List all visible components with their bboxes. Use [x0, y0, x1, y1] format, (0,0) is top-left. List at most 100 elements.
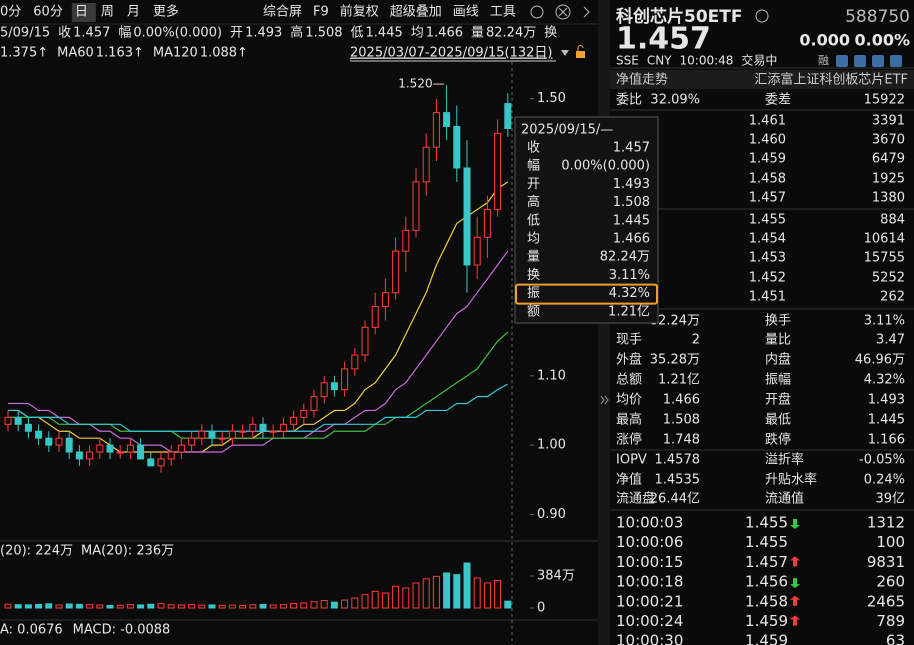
- book-volume: 5252: [872, 271, 905, 286]
- info-icon[interactable]: [755, 9, 769, 23]
- field-label: 净值: [616, 472, 642, 488]
- tool-button[interactable]: 画线: [453, 5, 479, 20]
- tool-button[interactable]: 综合屏: [263, 5, 302, 20]
- info-label: 收: [58, 26, 71, 41]
- range-label[interactable]: 2025/03/07-2025/09/15(132日): [350, 46, 553, 61]
- field-value: 1.466: [663, 393, 700, 408]
- settings-icon[interactable]: [530, 5, 544, 19]
- field-value: 1.748: [663, 433, 700, 448]
- candle-body: [198, 430, 206, 439]
- toolbar-icons: [530, 4, 590, 58]
- lock-icon[interactable]: [576, 51, 585, 58]
- volume-bar: [330, 601, 338, 609]
- tool-button[interactable]: 工具: [490, 5, 516, 20]
- field-value: 46.96万: [855, 353, 905, 368]
- candle-body: [24, 423, 32, 432]
- info-label: MA120: [153, 46, 198, 61]
- y-tick-label: 0: [537, 601, 545, 616]
- volume-bar: [24, 604, 32, 609]
- close-icon[interactable]: [555, 4, 571, 20]
- tooltip-label: 幅: [527, 159, 540, 174]
- candle-body: [341, 368, 349, 391]
- field-value: 26.44亿: [650, 492, 700, 507]
- quote-meta: 10:00:48: [680, 54, 734, 68]
- candle-body: [65, 437, 73, 453]
- volume-bar: [402, 587, 410, 609]
- field-value: 1.4535: [655, 473, 701, 488]
- candle-body: [75, 451, 83, 460]
- field-value: 1.493: [868, 393, 905, 408]
- tooltip-label: 低: [527, 213, 540, 228]
- tool-button[interactable]: 超级叠加: [390, 5, 442, 20]
- period-tab[interactable]: 更多: [153, 4, 179, 20]
- margin-badge: 融: [818, 54, 829, 67]
- tooltip-label: 开: [527, 177, 540, 192]
- volume-bar: [116, 604, 124, 609]
- field-label: 外盘: [616, 352, 642, 368]
- candle-body: [259, 423, 267, 432]
- collapse-icon[interactable]: [600, 395, 609, 405]
- candle-body: [494, 132, 502, 211]
- tooltip-label: 额: [527, 304, 540, 319]
- field-value: 0.24%: [864, 473, 905, 488]
- trade-price: 1.457: [745, 553, 788, 571]
- icon[interactable]: [854, 55, 866, 67]
- info-label: 换: [544, 26, 557, 41]
- period-tab[interactable]: 0分: [0, 5, 21, 20]
- field-value: 3.11%: [864, 314, 905, 329]
- field-value: 1.508: [663, 413, 700, 428]
- tooltip-value: 1.21亿: [608, 304, 650, 319]
- ma-line: [8, 181, 509, 453]
- volume-bar: [269, 604, 277, 609]
- y-tick-label: 1.50: [537, 91, 566, 106]
- info-label: 高: [290, 25, 303, 41]
- period-tab[interactable]: 周: [101, 5, 114, 20]
- trade-volume: 2465: [867, 592, 905, 610]
- icon[interactable]: [872, 55, 884, 67]
- candle-body: [55, 437, 63, 446]
- candle-body: [208, 430, 216, 439]
- icon[interactable]: [890, 55, 902, 67]
- tooltip-label: 换: [527, 268, 540, 283]
- range-dropdown[interactable]: [561, 50, 569, 56]
- tooltip-value: 1.457: [613, 141, 650, 156]
- volume-bar: [290, 602, 298, 609]
- info-value: 5/09/15: [0, 26, 50, 41]
- book-price: 1.455: [749, 213, 786, 228]
- volume-bar: [422, 578, 430, 609]
- field-label: 溢折率: [765, 452, 804, 468]
- field-label: 委比: [616, 93, 642, 108]
- book-price: 1.460: [749, 133, 786, 148]
- candle-body: [290, 416, 298, 425]
- quote-meta: CNY: [647, 54, 672, 68]
- candle-body: [106, 444, 114, 453]
- last-price: 1.457: [616, 22, 711, 57]
- nav-tab[interactable]: 净值走势: [616, 72, 668, 88]
- tooltip-label: 收: [527, 141, 540, 156]
- volume-bar: [96, 604, 104, 609]
- period-tab[interactable]: 60分: [33, 5, 63, 20]
- volume-bar: [157, 603, 165, 609]
- info-value: 1.445: [366, 26, 403, 41]
- period-tab[interactable]: 月: [127, 5, 140, 20]
- volume-bar: [65, 603, 73, 609]
- volume-bar: [381, 592, 389, 609]
- tooltip-label: 高: [527, 194, 540, 210]
- volume-bar: [371, 590, 379, 609]
- info-value: 1.508: [305, 26, 342, 41]
- ma-line: [8, 383, 509, 432]
- trade-time: 10:00:21: [616, 592, 683, 610]
- candle-body: [157, 458, 165, 467]
- tool-button[interactable]: F9: [313, 5, 329, 20]
- trade-price: 1.459: [745, 632, 788, 645]
- trade-direction: [790, 556, 800, 567]
- volume-bar: [55, 604, 63, 609]
- trade-price: 1.459: [745, 612, 788, 630]
- candle-body: [473, 236, 481, 266]
- tool-button[interactable]: 前复权: [340, 4, 379, 20]
- candle-body: [504, 103, 512, 130]
- next-icon[interactable]: [583, 6, 590, 18]
- period-tab[interactable]: 日: [75, 5, 88, 20]
- icon[interactable]: [836, 55, 848, 67]
- info-value: 1.375↑: [0, 46, 48, 61]
